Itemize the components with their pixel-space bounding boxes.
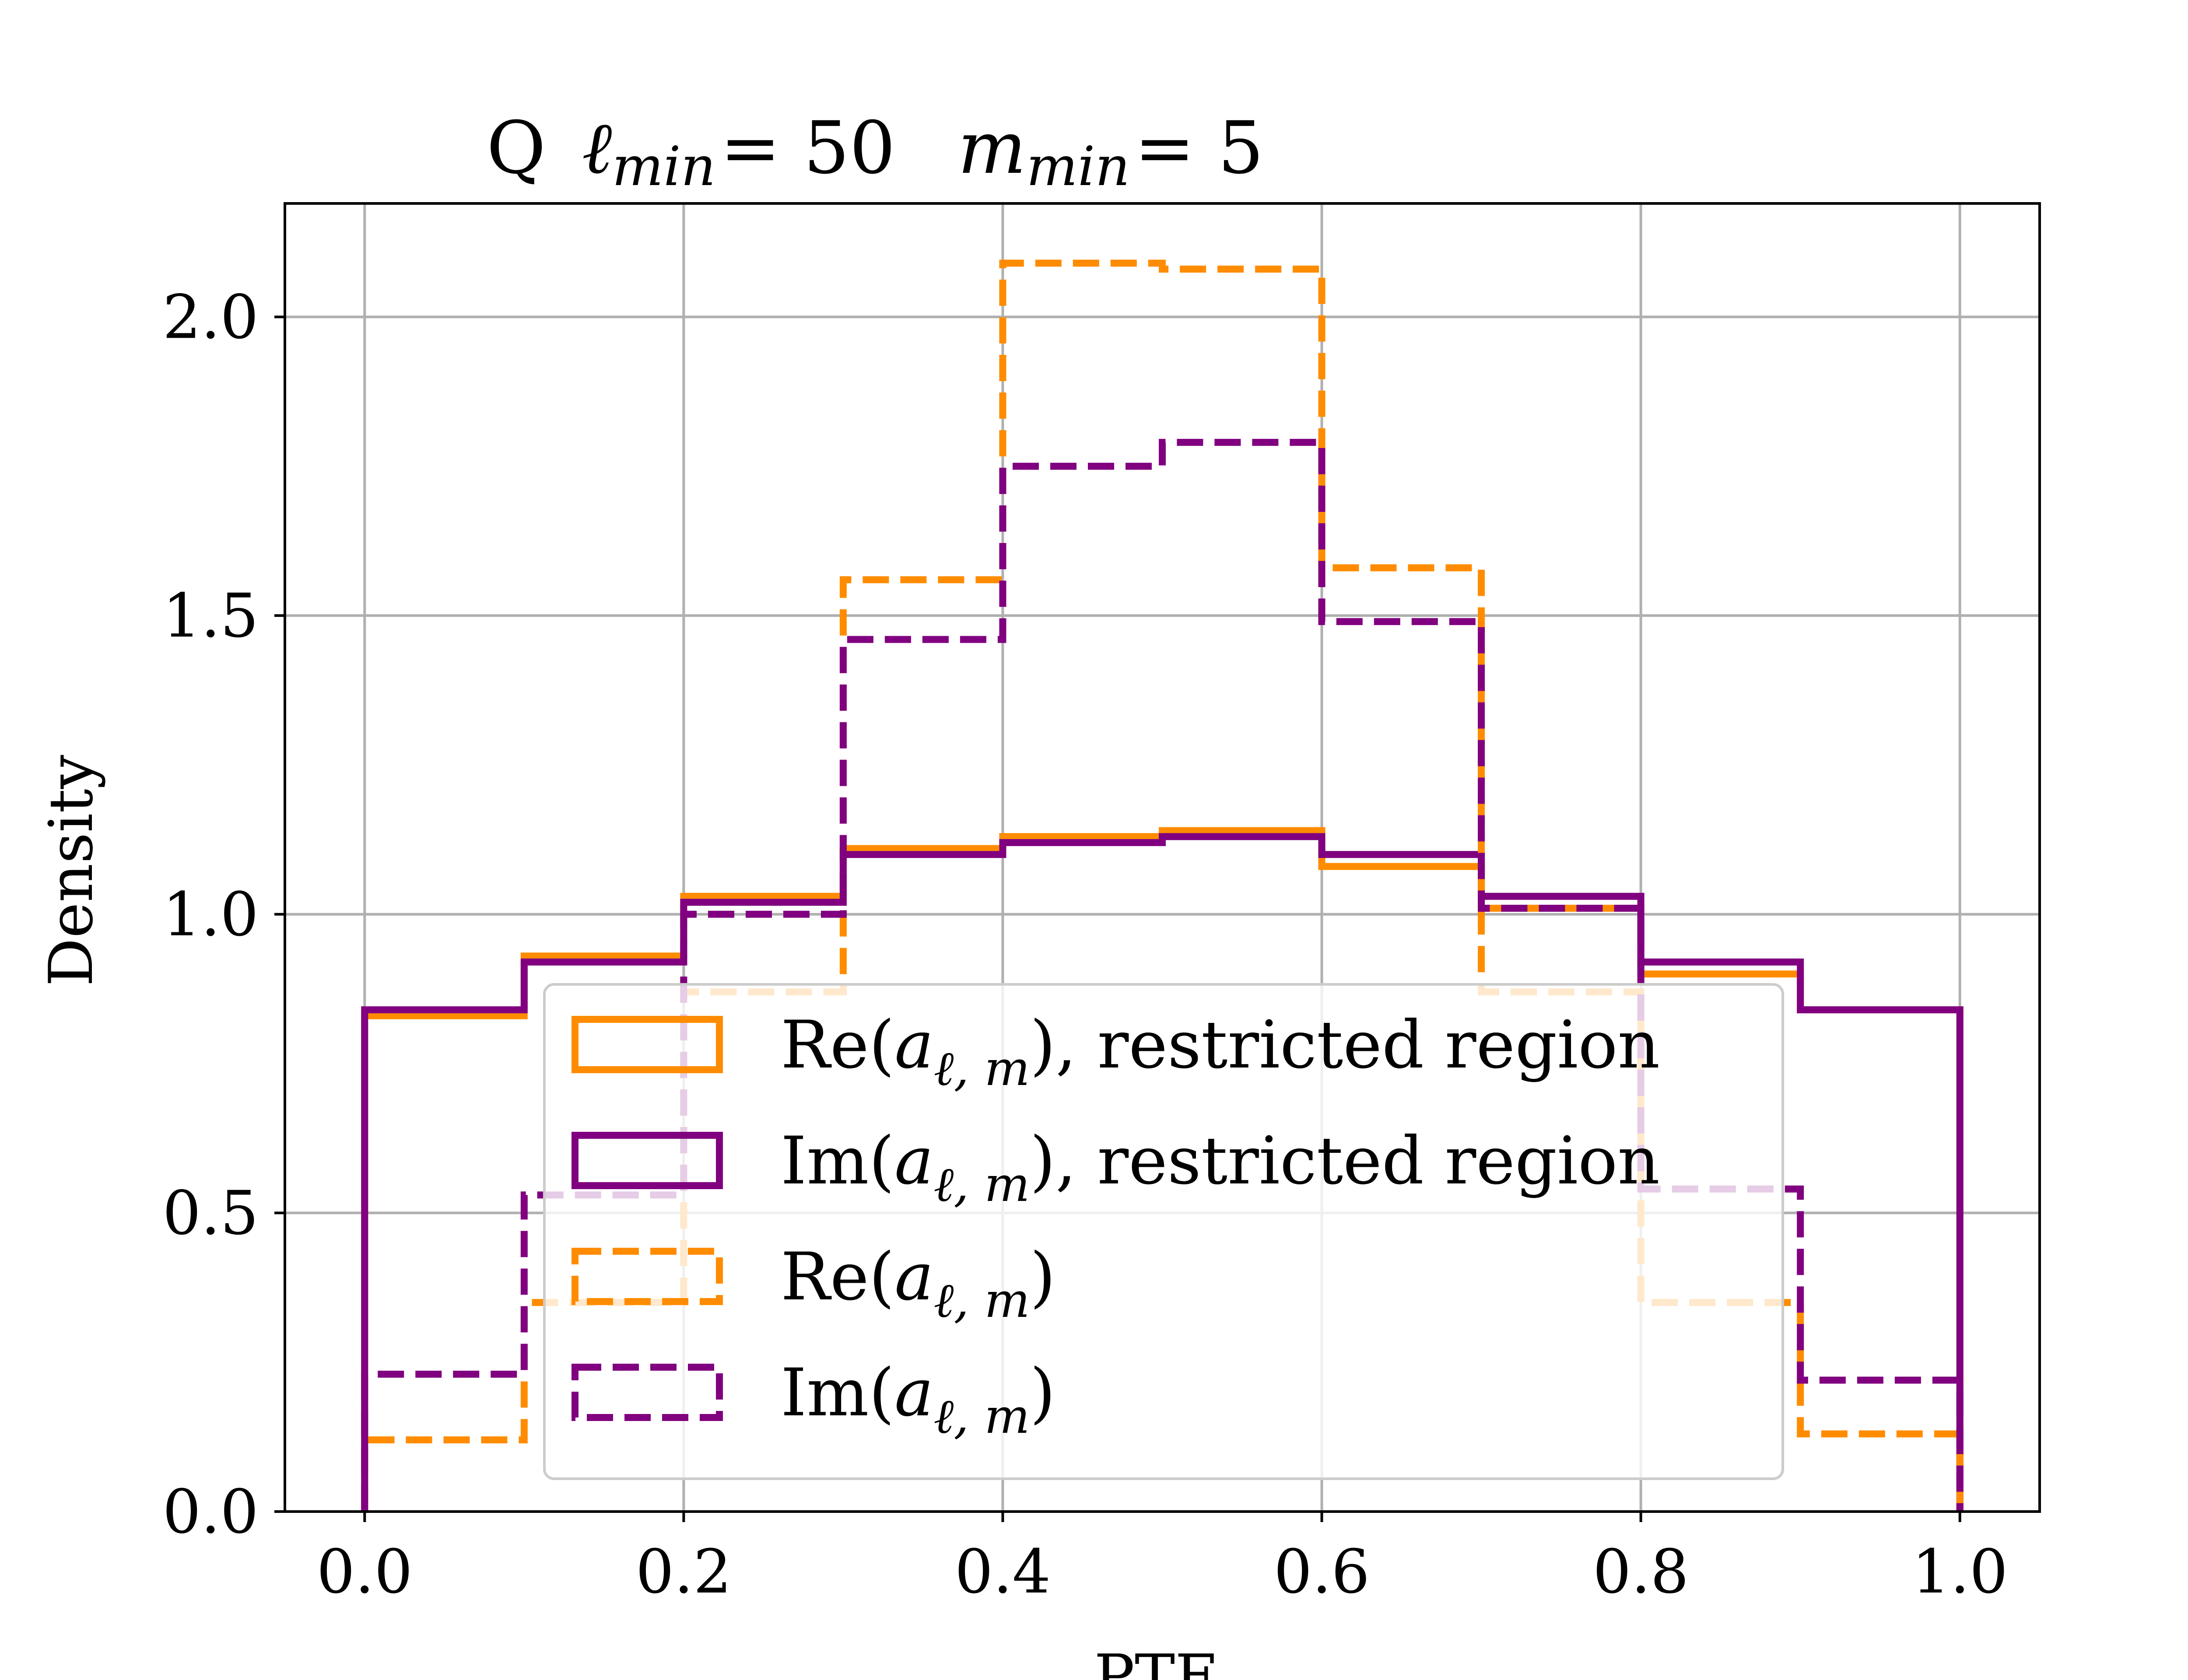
legend: Re(aℓ, m), restricted region Im(aℓ, m), r… bbox=[543, 983, 1784, 1480]
x-tick-label: 0.8 bbox=[1593, 1536, 1689, 1607]
x-tick-label: 1.0 bbox=[1912, 1536, 2008, 1607]
legend-swatch bbox=[572, 1016, 723, 1073]
legend-swatch bbox=[572, 1132, 723, 1189]
legend-item-im_restricted: Im(aℓ, m), restricted region bbox=[572, 1123, 1660, 1212]
legend-item-re_full: Re(aℓ, m) bbox=[572, 1239, 1055, 1328]
legend-label: Im(aℓ, m), restricted region bbox=[781, 1123, 1660, 1212]
series-im_restricted bbox=[361, 833, 1964, 1512]
step-line bbox=[361, 259, 1964, 1512]
ticks: 0.0 0.2 0.4 0.6 0.8 1.0 0.0 0.5 1.0 1.5 2.0 bbox=[163, 282, 2008, 1607]
y-axis-label: Density bbox=[36, 755, 106, 987]
legend-label: Im(aℓ, m) bbox=[781, 1355, 1055, 1444]
x-tick-label: 0.2 bbox=[636, 1536, 732, 1607]
chart-title: Q ℓmin= 50 mmin= 5 bbox=[487, 106, 1264, 198]
series-re_full bbox=[361, 259, 1964, 1512]
plot-frame bbox=[284, 202, 2041, 1513]
x-axis-label: PTE bbox=[1094, 1642, 1219, 1680]
legend-box bbox=[543, 983, 1784, 1480]
legend-label: Re(aℓ, m), restricted region bbox=[781, 1007, 1660, 1096]
x-tick-label: 0.4 bbox=[955, 1536, 1051, 1607]
step-line bbox=[361, 833, 1964, 1512]
y-tick-label: 1.5 bbox=[163, 581, 259, 651]
y-tick-label: 0.0 bbox=[163, 1477, 259, 1547]
legend-swatch bbox=[572, 1364, 723, 1421]
y-tick-label: 2.0 bbox=[163, 282, 259, 352]
y-tick-label: 1.0 bbox=[163, 879, 259, 950]
legend-label: Re(aℓ, m) bbox=[781, 1239, 1055, 1328]
legend-item-im_full: Im(aℓ, m) bbox=[572, 1355, 1055, 1444]
axes-frame bbox=[284, 202, 2041, 1513]
x-tick-label: 0.6 bbox=[1274, 1536, 1370, 1607]
y-tick-label: 0.5 bbox=[163, 1178, 259, 1248]
legend-item-re_restricted: Re(aℓ, m), restricted region bbox=[572, 1007, 1660, 1096]
x-tick-label: 0.0 bbox=[317, 1536, 413, 1607]
legend-swatch bbox=[572, 1248, 723, 1305]
